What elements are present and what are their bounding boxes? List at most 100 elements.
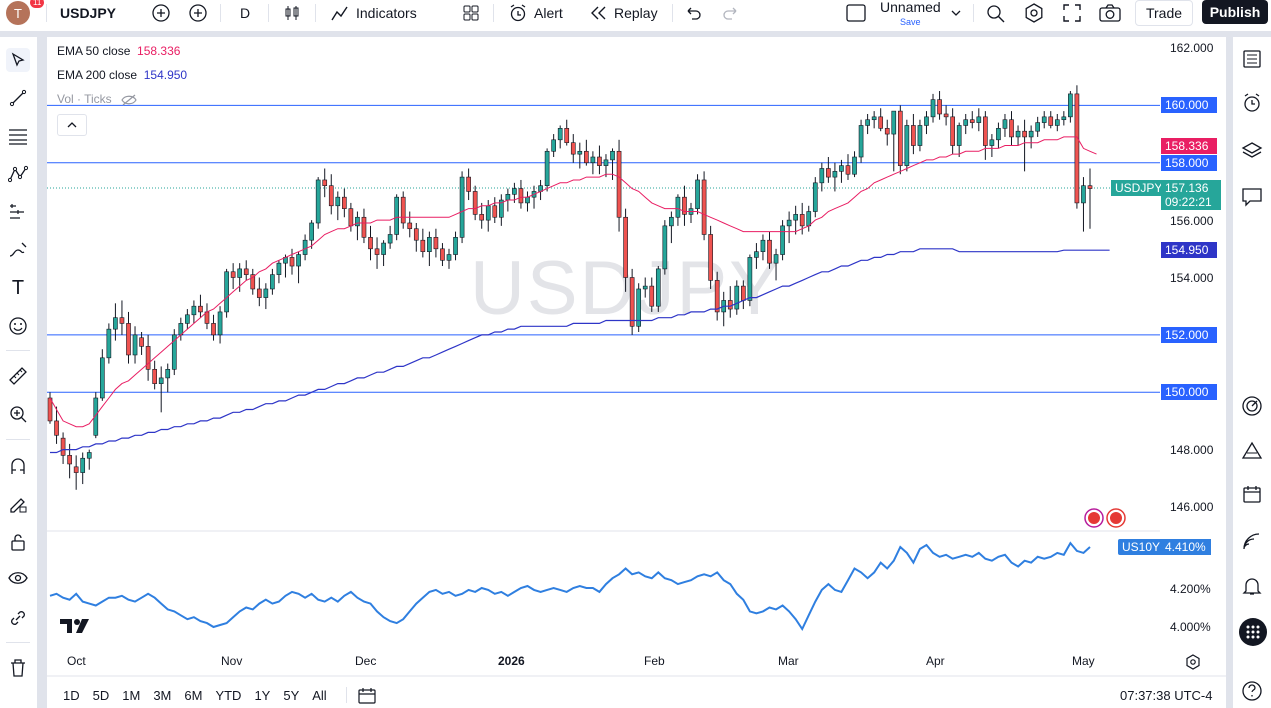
level-tag-158[interactable]: 158.000 (1161, 155, 1217, 171)
range-1y[interactable]: 1Y (254, 687, 271, 703)
candle-down (211, 323, 216, 336)
layout-name[interactable]: Unnamed (880, 0, 941, 15)
user-avatar[interactable]: T 11 (6, 0, 45, 25)
text-tool-icon[interactable]: T (11, 276, 25, 299)
right-sidebar (1233, 38, 1271, 708)
fullscreen-icon[interactable] (1062, 0, 1082, 26)
us10y-value-tag: 4.410% (1161, 539, 1211, 555)
candle-up (557, 128, 563, 141)
candle-up (852, 156, 857, 175)
symbol-watermark: USDJPY (470, 246, 782, 331)
replay-button[interactable]: Replay (590, 0, 658, 26)
quick-search-icon[interactable] (985, 0, 1007, 26)
price-tick: 154.000 (1170, 271, 1214, 285)
interval-button[interactable]: D (240, 5, 251, 21)
us10y-line (49, 541, 1091, 632)
candle-down (1074, 93, 1080, 204)
candle-down (472, 191, 478, 215)
candle-up (1068, 93, 1073, 118)
alert-button[interactable]: Alert (508, 0, 563, 26)
candle-up (498, 199, 504, 218)
ema50-legend[interactable]: EMA 50 close 158.336 (57, 44, 180, 58)
drawing-toolbar: T (0, 38, 37, 688)
range-5y[interactable]: 5Y (283, 687, 300, 703)
range-5d[interactable]: 5D (92, 687, 110, 703)
cursor-icon[interactable] (6, 48, 30, 72)
forecast-icon[interactable] (6, 200, 30, 224)
emoji-icon[interactable] (6, 314, 30, 338)
collapse-legend-button[interactable] (57, 114, 87, 136)
hidden-eye-icon[interactable] (121, 94, 137, 106)
alerts-clock-icon[interactable] (1239, 90, 1265, 116)
ideas-icon[interactable] (1239, 438, 1265, 464)
candle-up (283, 257, 288, 264)
candle-down (1048, 116, 1054, 126)
level-tag-150[interactable]: 150.000 (1161, 384, 1217, 400)
notification-bell-icon[interactable] (1239, 573, 1265, 599)
trash-icon[interactable] (6, 656, 30, 680)
add-symbol-icon[interactable] (151, 0, 171, 26)
candles-icon[interactable] (283, 0, 301, 26)
divider (220, 4, 221, 22)
trend-line-icon[interactable] (6, 86, 30, 110)
price-tick: 162.000 (1170, 41, 1214, 55)
range-all[interactable]: All (312, 687, 327, 703)
redo-icon[interactable] (722, 0, 740, 26)
templates-icon[interactable] (462, 0, 480, 26)
magnet-icon[interactable] (6, 454, 30, 478)
watchlist-icon[interactable] (1239, 46, 1265, 72)
indicators-button[interactable]: Indicators (330, 0, 417, 26)
candle-up (531, 191, 537, 198)
candle-down (139, 337, 144, 347)
level-tag-160[interactable]: 160.000 (1161, 97, 1217, 113)
fib-lines-icon[interactable] (6, 124, 30, 148)
layout-save[interactable]: Save (900, 17, 921, 27)
volume-legend[interactable]: Vol · Ticks (57, 92, 137, 106)
ema200-tag: 154.950 (1161, 242, 1217, 258)
range-1m[interactable]: 1M (122, 687, 141, 703)
range-ytd[interactable]: YTD (215, 687, 242, 703)
calendar-icon[interactable] (1239, 481, 1265, 507)
undo-icon[interactable] (684, 0, 702, 26)
layers-icon[interactable] (1239, 138, 1265, 164)
lock-icon[interactable] (6, 530, 30, 554)
link-icon[interactable] (6, 606, 30, 630)
trade-button[interactable]: Trade (1135, 0, 1193, 26)
time-tick: Apr (926, 654, 945, 668)
range-1d[interactable]: 1D (63, 687, 80, 703)
symbol-search[interactable]: USDJPY (60, 5, 117, 21)
ema200-legend[interactable]: EMA 200 close 154.950 (57, 68, 187, 82)
goto-date-icon[interactable] (357, 686, 377, 704)
clock[interactable]: 07:37:38 UTC-4 (1120, 688, 1213, 703)
ruler-icon[interactable] (6, 364, 30, 388)
help-icon[interactable] (1239, 678, 1265, 704)
candle-up (1081, 185, 1086, 204)
ema50-value: 158.336 (137, 44, 181, 58)
apps-grid-icon[interactable] (1239, 618, 1267, 646)
indicators-label: Indicators (356, 5, 417, 21)
target-icon[interactable] (1239, 393, 1265, 419)
range-6m[interactable]: 6M (184, 687, 203, 703)
level-tag-152[interactable]: 152.000 (1161, 327, 1217, 343)
candle-up (1028, 130, 1034, 138)
zoom-in-icon[interactable] (6, 402, 30, 426)
last-price-tag: 157.136 09:22:21 (1161, 180, 1221, 210)
settings-gear-icon[interactable] (1024, 0, 1044, 26)
candle-down (597, 156, 602, 166)
chevron-down-icon[interactable] (950, 0, 962, 26)
candle-down (413, 228, 419, 241)
publish-button[interactable]: Publish (1202, 0, 1268, 24)
camera-icon[interactable] (1099, 0, 1121, 26)
layout-checkbox-icon[interactable] (846, 0, 866, 26)
pattern-icon[interactable] (6, 162, 30, 186)
axis-settings-gear-icon[interactable] (1185, 654, 1201, 675)
pencil-lock-icon[interactable] (6, 492, 30, 516)
candle-up (891, 110, 897, 135)
compare-icon[interactable] (188, 0, 208, 26)
brush-icon[interactable] (6, 238, 30, 262)
broadcast-icon[interactable] (1239, 528, 1265, 554)
range-3m[interactable]: 3M (153, 687, 172, 703)
chat-icon[interactable] (1239, 184, 1265, 210)
eye-icon[interactable] (6, 566, 30, 590)
